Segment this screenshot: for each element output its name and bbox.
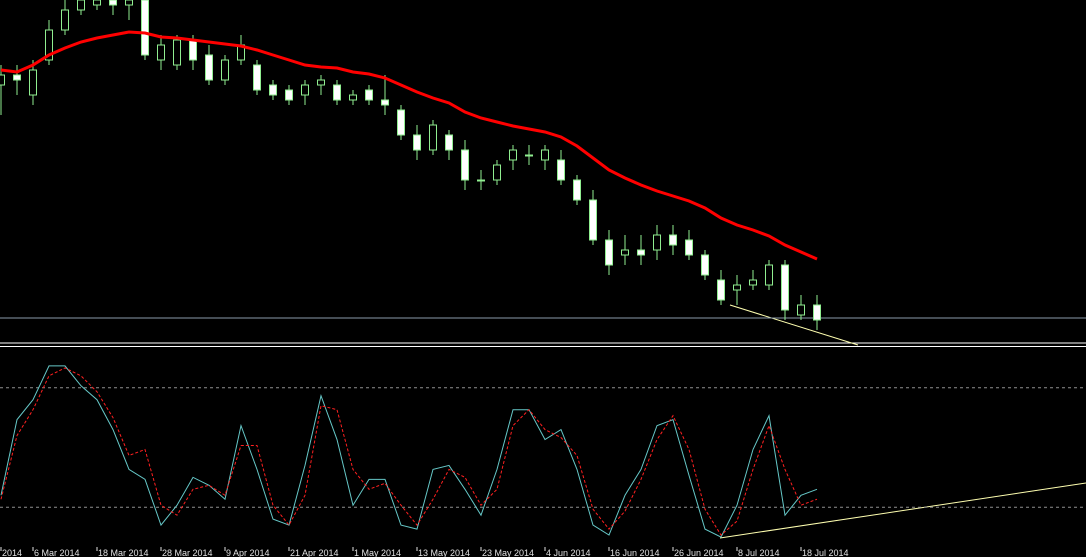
oscillator-line — [0, 367, 818, 536]
candle-body — [205, 54, 213, 81]
x-tick-label: 18 Jul 2014 — [802, 548, 849, 557]
candle-body — [173, 39, 181, 66]
candle-body — [141, 0, 149, 56]
x-tick-label: 4 Jun 2014 — [546, 548, 591, 557]
candle-body — [461, 149, 469, 181]
candle-body — [157, 44, 165, 61]
candle-body — [717, 279, 725, 301]
candle-body — [669, 234, 677, 246]
candle-body — [493, 164, 501, 181]
candle-body — [13, 74, 21, 81]
candle-body — [93, 0, 101, 6]
candle-body — [429, 124, 437, 151]
x-tick-label: 23 May 2014 — [482, 548, 534, 557]
candle-body — [45, 29, 53, 61]
candle-body — [765, 264, 773, 286]
candle-body — [637, 249, 645, 256]
candle-body — [269, 84, 277, 96]
x-tick-label: 26 Jun 2014 — [674, 548, 724, 557]
candle-body — [29, 69, 37, 96]
candle-body — [813, 304, 821, 321]
candle-body — [733, 284, 741, 291]
candle-body — [189, 39, 197, 61]
candle-body — [365, 89, 373, 101]
candle-body — [589, 199, 597, 241]
candle-body — [749, 279, 757, 286]
x-tick-label: 28 Mar 2014 — [162, 548, 213, 557]
candle-body — [77, 0, 85, 11]
candle-body — [701, 254, 709, 276]
candle-body — [797, 304, 805, 316]
candle-body — [61, 9, 69, 31]
candle-body — [445, 134, 453, 151]
candle-body — [285, 89, 293, 101]
x-tick-label: 2014 — [2, 548, 22, 557]
candle-body — [301, 84, 309, 96]
x-tick-label: 21 Apr 2014 — [290, 548, 339, 557]
x-tick-label: 9 Apr 2014 — [226, 548, 270, 557]
x-tick-label: 1 May 2014 — [354, 548, 401, 557]
candle-body — [253, 64, 261, 91]
candle-body — [685, 239, 693, 256]
candle-body — [349, 94, 357, 101]
oscillator-line — [0, 365, 818, 538]
candle-body — [557, 159, 565, 181]
trend-line — [729, 304, 859, 346]
candle-body — [397, 109, 405, 136]
candle-body — [509, 149, 517, 161]
x-tick-label: 8 Jul 2014 — [738, 548, 780, 557]
candle-body — [605, 239, 613, 266]
candle-body — [413, 134, 421, 151]
x-tick-label: 6 Mar 2014 — [34, 548, 80, 557]
candle-body — [477, 179, 485, 182]
candle-body — [125, 0, 133, 6]
candle-body — [573, 179, 581, 201]
moving-average — [0, 30, 818, 261]
candle-body — [109, 0, 117, 6]
trend-line — [719, 482, 1086, 539]
candle-body — [317, 79, 325, 86]
candle-body — [381, 99, 389, 106]
candle-body — [781, 264, 789, 311]
x-tick-label: 13 May 2014 — [418, 548, 470, 557]
candle-body — [621, 249, 629, 256]
candle-body — [653, 234, 661, 251]
candle-body — [541, 149, 549, 161]
candle-body — [525, 154, 533, 157]
candle-body — [333, 84, 341, 101]
candle-body — [0, 74, 5, 86]
x-tick-label: 16 Jun 2014 — [610, 548, 660, 557]
candle-body — [221, 59, 229, 81]
x-tick-label: 18 Mar 2014 — [98, 548, 149, 557]
